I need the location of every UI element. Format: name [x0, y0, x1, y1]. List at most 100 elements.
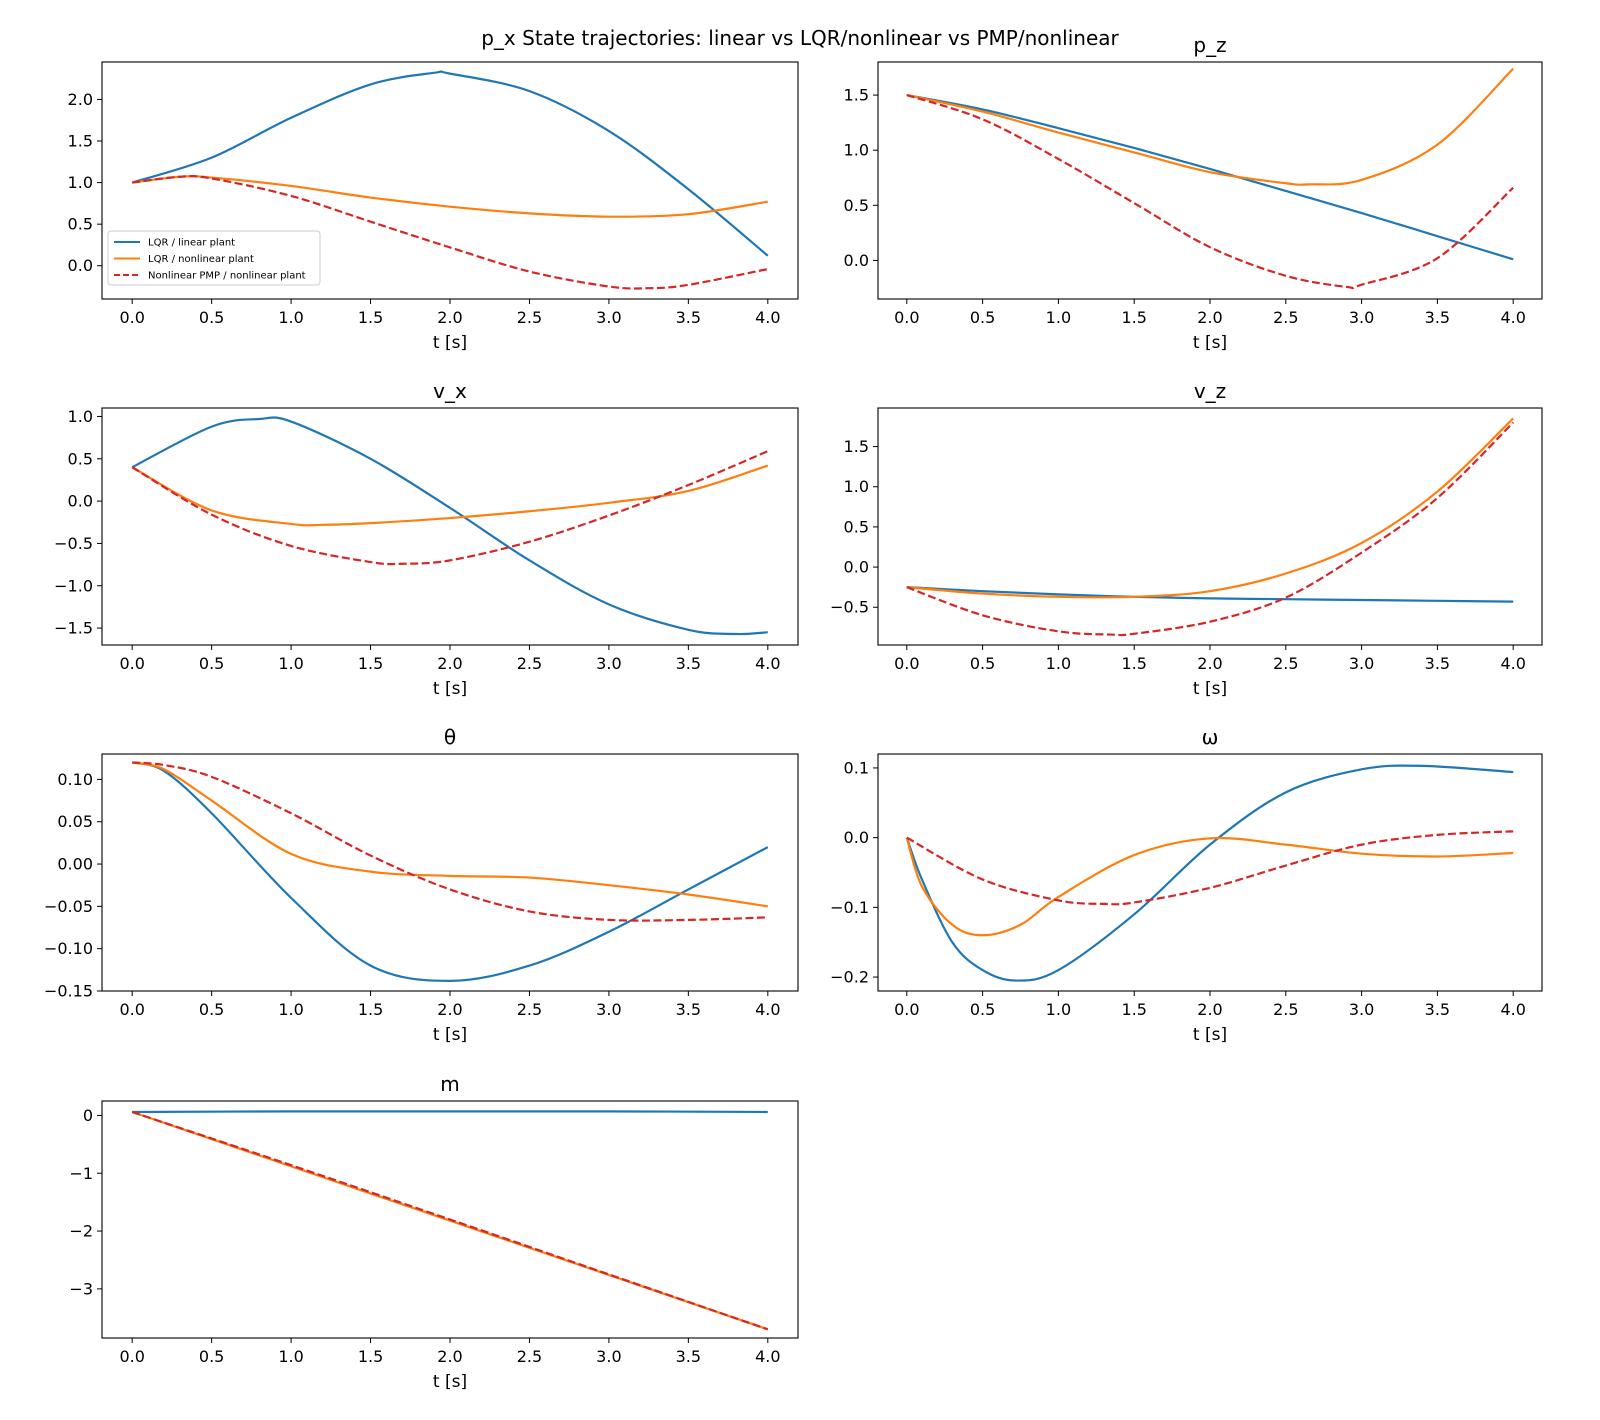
y-tick-label: −0.10: [44, 939, 93, 958]
x-tick-label: 1.0: [1046, 1000, 1071, 1019]
x-tick-label: 2.0: [437, 654, 462, 673]
x-tick-label: 3.0: [1349, 1000, 1374, 1019]
y-tick-label: 0.0: [844, 558, 869, 577]
series-line-2: [906, 67, 1514, 186]
y-tick-label: 1.5: [844, 86, 869, 105]
y-tick-label: −0.05: [44, 897, 93, 916]
y-tick-label: 0.0: [68, 256, 93, 275]
x-tick-label: 4.0: [1500, 1000, 1525, 1019]
y-tick-label: 0.00: [57, 855, 93, 874]
axes-frame: [877, 753, 1543, 992]
x-tick-label: 0.5: [199, 1000, 224, 1019]
x-tick-label: 3.5: [676, 1347, 701, 1366]
y-tick-label: 0.0: [844, 251, 869, 270]
x-tick-label: 0.0: [894, 308, 919, 327]
series-line-1: [906, 93, 1514, 261]
x-tick-label: 4.0: [755, 654, 780, 673]
x-tick-label: 1.0: [278, 308, 303, 327]
series-line-1: [905, 764, 1514, 982]
x-tick-label: 4.0: [755, 308, 780, 327]
series-line-1: [131, 761, 769, 982]
series-line-1: [131, 70, 769, 257]
y-tick-label: −1.0: [54, 576, 93, 595]
y-tick-label: 0.05: [57, 812, 93, 831]
x-tick-label: 2.5: [1273, 654, 1298, 673]
y-tick-label: −0.5: [830, 598, 869, 617]
x-tick-label: 0.0: [894, 1000, 919, 1019]
subplot-title: v_z: [1194, 379, 1226, 403]
x-tick-label: 3.0: [596, 1347, 621, 1366]
x-tick-label: 2.5: [517, 654, 542, 673]
subplot-title: θ: [444, 725, 456, 749]
x-tick-label: 0.0: [119, 654, 144, 673]
series-line-2: [132, 175, 768, 218]
y-tick-label: −0.5: [54, 534, 93, 553]
x-tick-label: 0.5: [199, 654, 224, 673]
x-axis-label: t [s]: [1193, 1025, 1227, 1045]
x-axis-label: t [s]: [433, 333, 467, 353]
series-line-3: [132, 175, 769, 290]
x-tick-label: 1.0: [278, 1000, 303, 1019]
legend: LQR / linear plant LQR / nonlinear plant N…: [107, 230, 321, 286]
series-line-1: [132, 1110, 768, 1114]
x-tick-label: 3.0: [596, 1000, 621, 1019]
legend-entry: LQR / linear plant: [148, 238, 235, 249]
series-line-3: [906, 830, 1514, 906]
x-tick-label: 4.0: [1500, 308, 1525, 327]
x-tick-label: 2.0: [437, 1347, 462, 1366]
x-tick-label: 0.0: [119, 308, 144, 327]
x-tick-label: 3.5: [676, 1000, 701, 1019]
x-tick-label: 3.0: [1349, 308, 1374, 327]
x-tick-label: 0.5: [199, 308, 224, 327]
x-tick-label: 1.5: [358, 1347, 383, 1366]
x-tick-label: 3.0: [1349, 654, 1374, 673]
x-tick-label: 2.5: [517, 308, 542, 327]
x-axis-label: t [s]: [1193, 333, 1227, 353]
y-tick-label: 0.0: [844, 828, 869, 847]
series-line-2: [131, 464, 769, 527]
axes-frame: [101, 753, 799, 992]
y-tick-label: −0.1: [830, 898, 869, 917]
x-tick-label: 1.0: [1046, 308, 1071, 327]
series-line-2: [906, 417, 1514, 599]
x-tick-label: 4.0: [755, 1347, 780, 1366]
y-tick-label: 0: [83, 1106, 93, 1125]
figure-title: p_x State trajectories: linear vs LQR/no…: [481, 26, 1119, 50]
y-tick-label: 0.0: [68, 492, 93, 511]
y-tick-label: −0.2: [830, 968, 869, 987]
axes-frame: [877, 61, 1543, 300]
x-tick-label: 0.0: [119, 1000, 144, 1019]
y-tick-label: 0.5: [68, 215, 93, 234]
x-tick-label: 2.5: [1273, 1000, 1298, 1019]
y-tick-label: −0.15: [44, 982, 93, 1001]
x-tick-label: 3.5: [1425, 1000, 1450, 1019]
x-tick-label: 0.0: [894, 654, 919, 673]
subplot-title: v_x: [433, 379, 467, 403]
series-line-1: [906, 586, 1514, 603]
y-tick-label: −1: [69, 1164, 93, 1183]
x-tick-label: 3.5: [676, 654, 701, 673]
y-tick-label: 0.1: [844, 758, 869, 777]
y-tick-label: 0.5: [68, 449, 93, 468]
subplot-title: ω: [1202, 725, 1219, 749]
x-tick-label: 3.5: [1425, 308, 1450, 327]
series-line-3: [131, 450, 769, 566]
x-tick-label: 1.0: [278, 1347, 303, 1366]
y-tick-label: 1.0: [844, 477, 869, 496]
y-tick-label: 0.10: [57, 770, 93, 789]
x-tick-label: 1.5: [358, 1000, 383, 1019]
x-tick-label: 1.5: [358, 654, 383, 673]
x-tick-label: 3.0: [596, 308, 621, 327]
x-tick-label: 0.5: [199, 1347, 224, 1366]
x-tick-label: 1.5: [1121, 308, 1146, 327]
subplot-1: 0.0 0.5 1.0 1.5 2.0 2.5 3.0 3.5 4.0 0.0 0.5 1.0 1.5 2…: [68, 61, 799, 353]
axes-frame: [877, 407, 1543, 646]
axes-frame: [101, 407, 799, 646]
x-tick-label: 2.5: [1273, 308, 1298, 327]
x-tick-label: 3.5: [676, 308, 701, 327]
x-tick-label: 0.5: [970, 654, 995, 673]
y-tick-label: 0.5: [844, 517, 869, 536]
x-tick-label: 2.0: [1197, 308, 1222, 327]
subplot-title: p_z: [1193, 33, 1226, 57]
